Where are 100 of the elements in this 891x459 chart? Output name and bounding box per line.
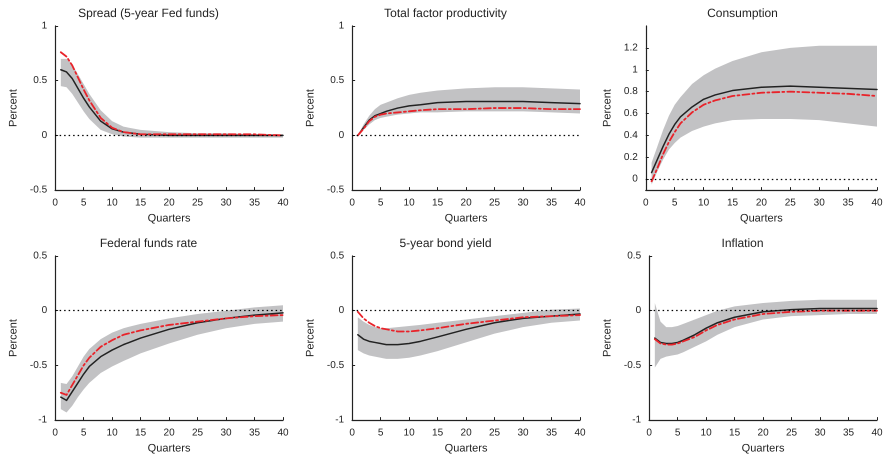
y-tick-label: 0 bbox=[338, 305, 345, 316]
x-tick-label: 10 bbox=[404, 198, 416, 209]
x-tick-label: 35 bbox=[842, 428, 855, 439]
y-tick-label: 0.2 bbox=[624, 152, 638, 163]
x-tick-label: 20 bbox=[756, 198, 768, 209]
x-tick-label: 0 bbox=[349, 428, 356, 439]
y-tick-label: -0.5 bbox=[624, 360, 642, 371]
x-tick-label: 10 bbox=[106, 428, 118, 439]
x-tick-label: 15 bbox=[135, 428, 147, 439]
x-tick-label: 0 bbox=[349, 198, 356, 209]
x-tick-label: 10 bbox=[106, 198, 118, 209]
x-tick-label: 25 bbox=[786, 428, 798, 439]
x-tick-label: 30 bbox=[814, 198, 826, 209]
y-tick-label: 0 bbox=[42, 130, 48, 141]
x-tick-label: 35 bbox=[546, 198, 558, 209]
x-axis-title: Quarters bbox=[444, 212, 488, 224]
y-tick-label: 0.5 bbox=[33, 250, 48, 262]
line-series bbox=[356, 310, 581, 332]
x-tick-label: 25 bbox=[192, 198, 204, 209]
y-axis-title: Percent bbox=[8, 89, 20, 128]
x-tick-label: 10 bbox=[404, 428, 416, 439]
x-tick-label: 30 bbox=[517, 198, 530, 209]
y-tick-label: 0 bbox=[42, 305, 48, 316]
x-tick-label: 5 bbox=[378, 428, 384, 439]
x-tick-label: 5 bbox=[378, 198, 384, 209]
x-tick-label: 25 bbox=[784, 198, 796, 209]
x-tick-label: 25 bbox=[488, 428, 501, 439]
x-tick-label: 15 bbox=[726, 198, 738, 209]
y-tick-label: 0 bbox=[338, 130, 345, 141]
y-tick-label: 0.4 bbox=[624, 130, 638, 141]
y-tick-label: 0.5 bbox=[33, 75, 48, 86]
y-tick-label: -0.5 bbox=[326, 360, 345, 371]
x-axis-title: Quarters bbox=[148, 442, 191, 454]
y-tick-label: 0.5 bbox=[627, 250, 642, 262]
y-axis-title: Percent bbox=[304, 89, 316, 128]
y-axis-title: Percent bbox=[8, 319, 20, 358]
x-tick-label: 40 bbox=[277, 428, 289, 439]
x-tick-label: 15 bbox=[135, 198, 147, 209]
x-tick-label: 30 bbox=[814, 428, 826, 439]
x-tick-label: 0 bbox=[52, 198, 58, 209]
x-tick-label: 40 bbox=[574, 428, 586, 439]
x-tick-label: 0 bbox=[646, 428, 652, 439]
x-tick-label: 0 bbox=[643, 198, 650, 209]
x-axis-title: Quarters bbox=[742, 442, 785, 454]
y-tick-label: -0.5 bbox=[326, 184, 345, 196]
y-tick-label: 1 bbox=[338, 20, 345, 32]
y-tick-label: 0 bbox=[636, 305, 642, 316]
y-tick-label: -0.5 bbox=[30, 184, 48, 196]
x-tick-label: 10 bbox=[698, 198, 710, 209]
y-tick-label: 1 bbox=[632, 64, 638, 76]
x-tick-label: 15 bbox=[432, 428, 444, 439]
x-tick-label: 25 bbox=[488, 198, 501, 209]
x-tick-label: 15 bbox=[432, 198, 444, 209]
y-tick-label: 1 bbox=[42, 20, 48, 32]
x-tick-label: 40 bbox=[574, 198, 586, 209]
x-tick-label: 35 bbox=[842, 198, 854, 209]
x-tick-label: 5 bbox=[80, 198, 87, 209]
y-tick-label: -1 bbox=[632, 414, 642, 426]
x-tick-label: 20 bbox=[164, 198, 176, 209]
line-series bbox=[356, 107, 581, 136]
x-axis-title: Quarters bbox=[148, 212, 191, 224]
y-tick-label: 0 bbox=[632, 174, 638, 185]
line-series bbox=[60, 69, 284, 136]
x-tick-label: 15 bbox=[729, 428, 741, 439]
x-tick-label: 5 bbox=[674, 428, 681, 439]
y-tick-label: 0.5 bbox=[330, 250, 345, 262]
x-tick-label: 30 bbox=[220, 428, 232, 439]
x-tick-label: 30 bbox=[220, 198, 232, 209]
y-tick-label: 0.8 bbox=[624, 86, 638, 98]
x-axis-title: Quarters bbox=[740, 212, 784, 224]
chart-title: 5-year bond yield bbox=[399, 236, 492, 250]
y-tick-label: 0.5 bbox=[330, 75, 345, 86]
chart-title: Federal funds rate bbox=[100, 236, 198, 250]
x-tick-label: 20 bbox=[758, 428, 770, 439]
x-tick-label: 35 bbox=[248, 428, 261, 439]
chart-title: Spread (5-year Fed funds) bbox=[78, 6, 219, 20]
y-tick-label: -0.5 bbox=[30, 360, 48, 371]
y-tick-label: 1.2 bbox=[624, 42, 638, 54]
x-tick-label: 0 bbox=[52, 428, 58, 439]
y-axis-title: Percent bbox=[602, 319, 614, 358]
x-tick-label: 40 bbox=[871, 198, 883, 209]
x-tick-label: 25 bbox=[192, 428, 204, 439]
x-tick-label: 5 bbox=[672, 198, 678, 209]
y-tick-label: 0.6 bbox=[624, 108, 638, 120]
x-tick-label: 35 bbox=[546, 428, 558, 439]
chart-title: Consumption bbox=[707, 6, 778, 20]
chart-title: Total factor productivity bbox=[384, 6, 507, 20]
y-axis-title: Percent bbox=[602, 89, 614, 128]
x-tick-label: 20 bbox=[460, 428, 472, 439]
x-tick-label: 30 bbox=[517, 428, 530, 439]
chart-title: Inflation bbox=[721, 236, 764, 250]
y-tick-label: -1 bbox=[335, 414, 345, 426]
line-series bbox=[357, 313, 581, 346]
x-tick-label: 20 bbox=[460, 198, 472, 209]
x-tick-label: 10 bbox=[700, 428, 712, 439]
y-axis-title: Percent bbox=[304, 319, 316, 358]
y-tick-label: -1 bbox=[38, 414, 48, 426]
x-tick-label: 20 bbox=[164, 428, 176, 439]
x-tick-label: 40 bbox=[871, 428, 883, 439]
x-tick-label: 35 bbox=[248, 198, 261, 209]
